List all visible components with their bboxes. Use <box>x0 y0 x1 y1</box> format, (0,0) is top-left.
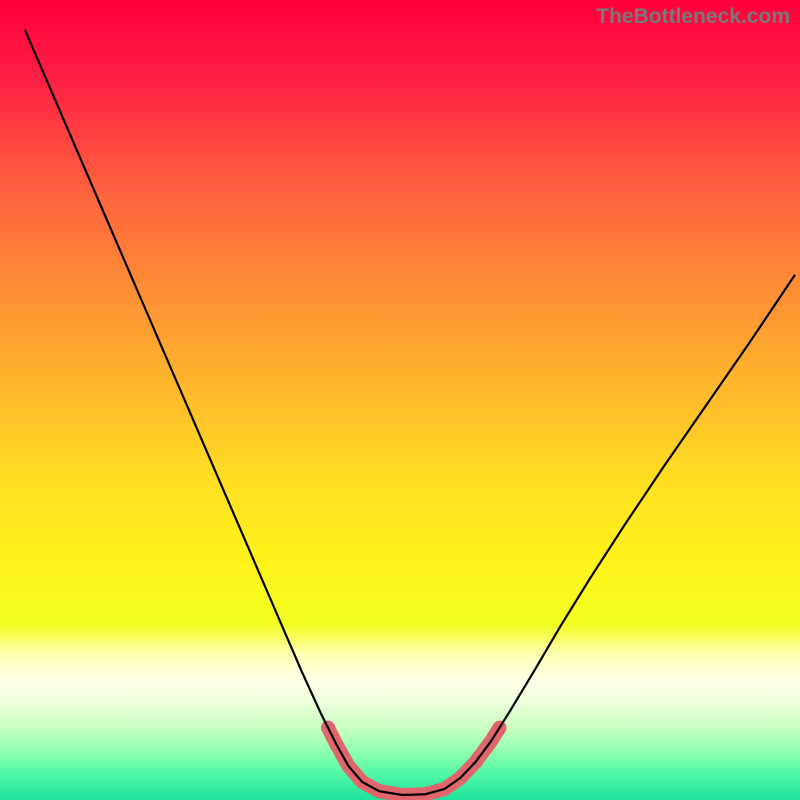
chart-container: { "watermark": { "text": "TheBottleneck.… <box>0 0 800 800</box>
bottleneck-curve <box>25 30 795 795</box>
floor-band-dots <box>321 721 506 800</box>
watermark-text: TheBottleneck.com <box>596 5 790 29</box>
bottleneck-curve-layer <box>0 0 800 800</box>
